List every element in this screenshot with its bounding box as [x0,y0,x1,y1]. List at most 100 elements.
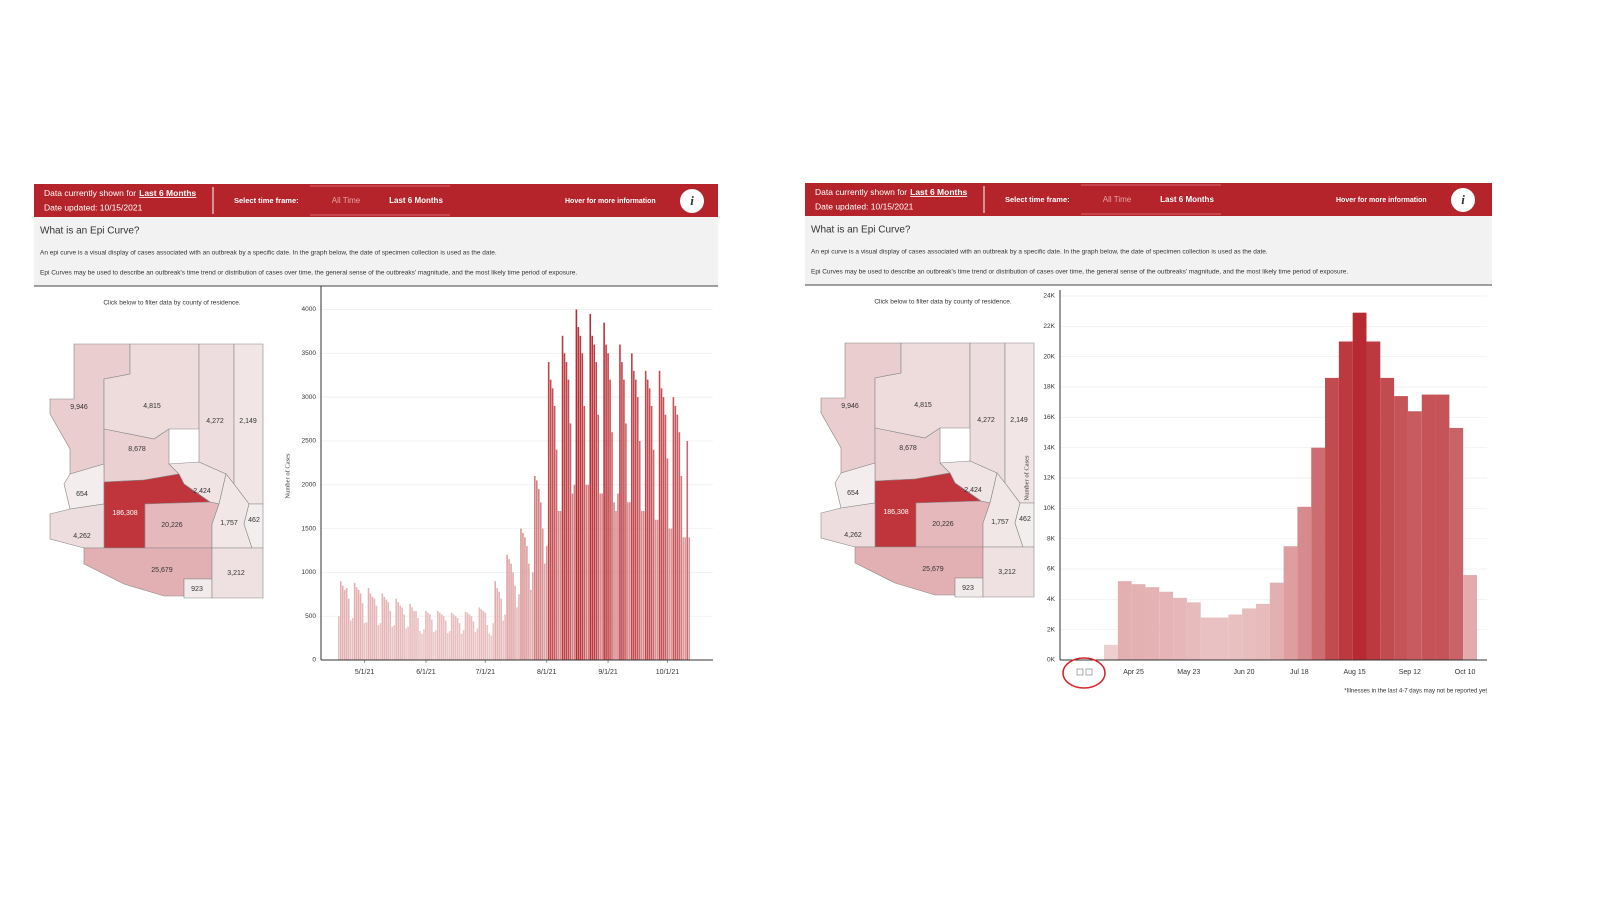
county-label: 4,815 [143,403,161,410]
info-button[interactable] [1451,188,1475,212]
data-shown-text: Data currently shown for Last 6 Months [815,187,968,197]
bar [615,511,617,660]
bar [547,362,550,660]
bar [569,423,572,660]
bar [458,623,461,660]
bar [581,353,584,660]
bar [530,589,532,660]
bar [656,519,659,660]
bar [383,596,386,660]
bar [593,344,596,660]
county-label: 2,424 [193,488,211,495]
bar [557,511,560,660]
bar [385,599,388,660]
dashboard-panel: Data currently shown for Last 6 Months Dat… [805,183,1492,695]
county[interactable] [211,547,264,599]
bar [478,607,481,660]
bar [555,449,558,660]
y-tick-label: 24K [1043,293,1055,300]
bar [1297,506,1312,660]
bar [508,559,510,660]
bar [520,528,522,660]
map-caption: Click below to filter data by county of … [103,300,240,307]
bar [579,335,582,660]
intro-title: What is an Epi Curve? [40,226,140,237]
y-tick-label: 1000 [302,569,317,576]
county[interactable] [969,342,1006,484]
y-tick-label: 20K [1043,353,1055,360]
info-button[interactable] [680,189,704,213]
county[interactable] [982,546,1035,598]
bar [365,622,368,660]
county[interactable] [198,343,235,485]
county-label: 4,262 [73,533,91,540]
bar [684,537,687,660]
county-label: 25,679 [151,567,173,574]
bar [599,493,601,660]
county[interactable] [49,503,105,549]
shown-prefix: Data currently shown for [44,188,136,198]
county-label: 1,757 [991,519,1009,526]
bar [480,609,483,660]
county[interactable] [820,502,876,548]
bar [1366,341,1381,660]
bar [413,610,415,660]
bar [405,628,407,660]
info-icon: i [1461,192,1465,207]
bar [1449,427,1464,660]
info-icon: i [690,193,694,208]
bar [595,362,597,660]
y-tick-label: 3000 [302,394,317,401]
bar [631,353,633,660]
bar [670,528,673,660]
county-label: 3,212 [998,569,1016,576]
bar [375,605,378,660]
bar [1269,582,1284,660]
bar [345,588,348,660]
county[interactable] [103,428,180,483]
bar [403,614,405,660]
y-axis-title: Number of Cases [1023,455,1030,501]
header-bar [34,184,718,217]
bar [506,554,508,660]
tab-last-6-months[interactable]: Last 6 Months [1160,195,1214,204]
zoom-in-button[interactable] [1085,668,1093,676]
tab-all-time[interactable]: All Time [332,196,361,205]
bar [551,388,554,660]
bar [597,414,599,660]
bar [450,612,453,660]
bar [492,623,495,660]
date-updated: Date updated: 10/15/2021 [815,201,914,211]
y-tick-label: 2500 [302,438,317,445]
bar [486,624,489,660]
bar [666,458,669,660]
bar [577,327,580,660]
intro-box [805,216,1492,285]
bar [338,616,340,660]
bar [1407,411,1422,660]
zoom-out-button[interactable] [1076,668,1084,676]
bar [371,596,374,660]
bar [435,630,437,660]
bar [397,602,400,660]
bar [640,511,643,660]
tab-last-6-months[interactable]: Last 6 Months [389,196,443,205]
bar [1200,617,1215,660]
county[interactable] [874,427,951,482]
bar [498,591,500,660]
bar [456,617,459,660]
y-tick-label: 2K [1047,626,1056,633]
bar [474,631,477,660]
tab-all-time[interactable]: All Time [1103,195,1132,204]
bar [603,322,605,660]
x-tick-label: May 23 [1177,669,1200,676]
bar [343,589,346,660]
y-tick-label: 14K [1043,444,1055,451]
bar [389,610,392,660]
bar [672,397,675,660]
bar [648,388,651,660]
bar [589,313,592,660]
hover-info: Hover for more information [565,198,656,205]
county-label: 20,226 [932,521,954,528]
